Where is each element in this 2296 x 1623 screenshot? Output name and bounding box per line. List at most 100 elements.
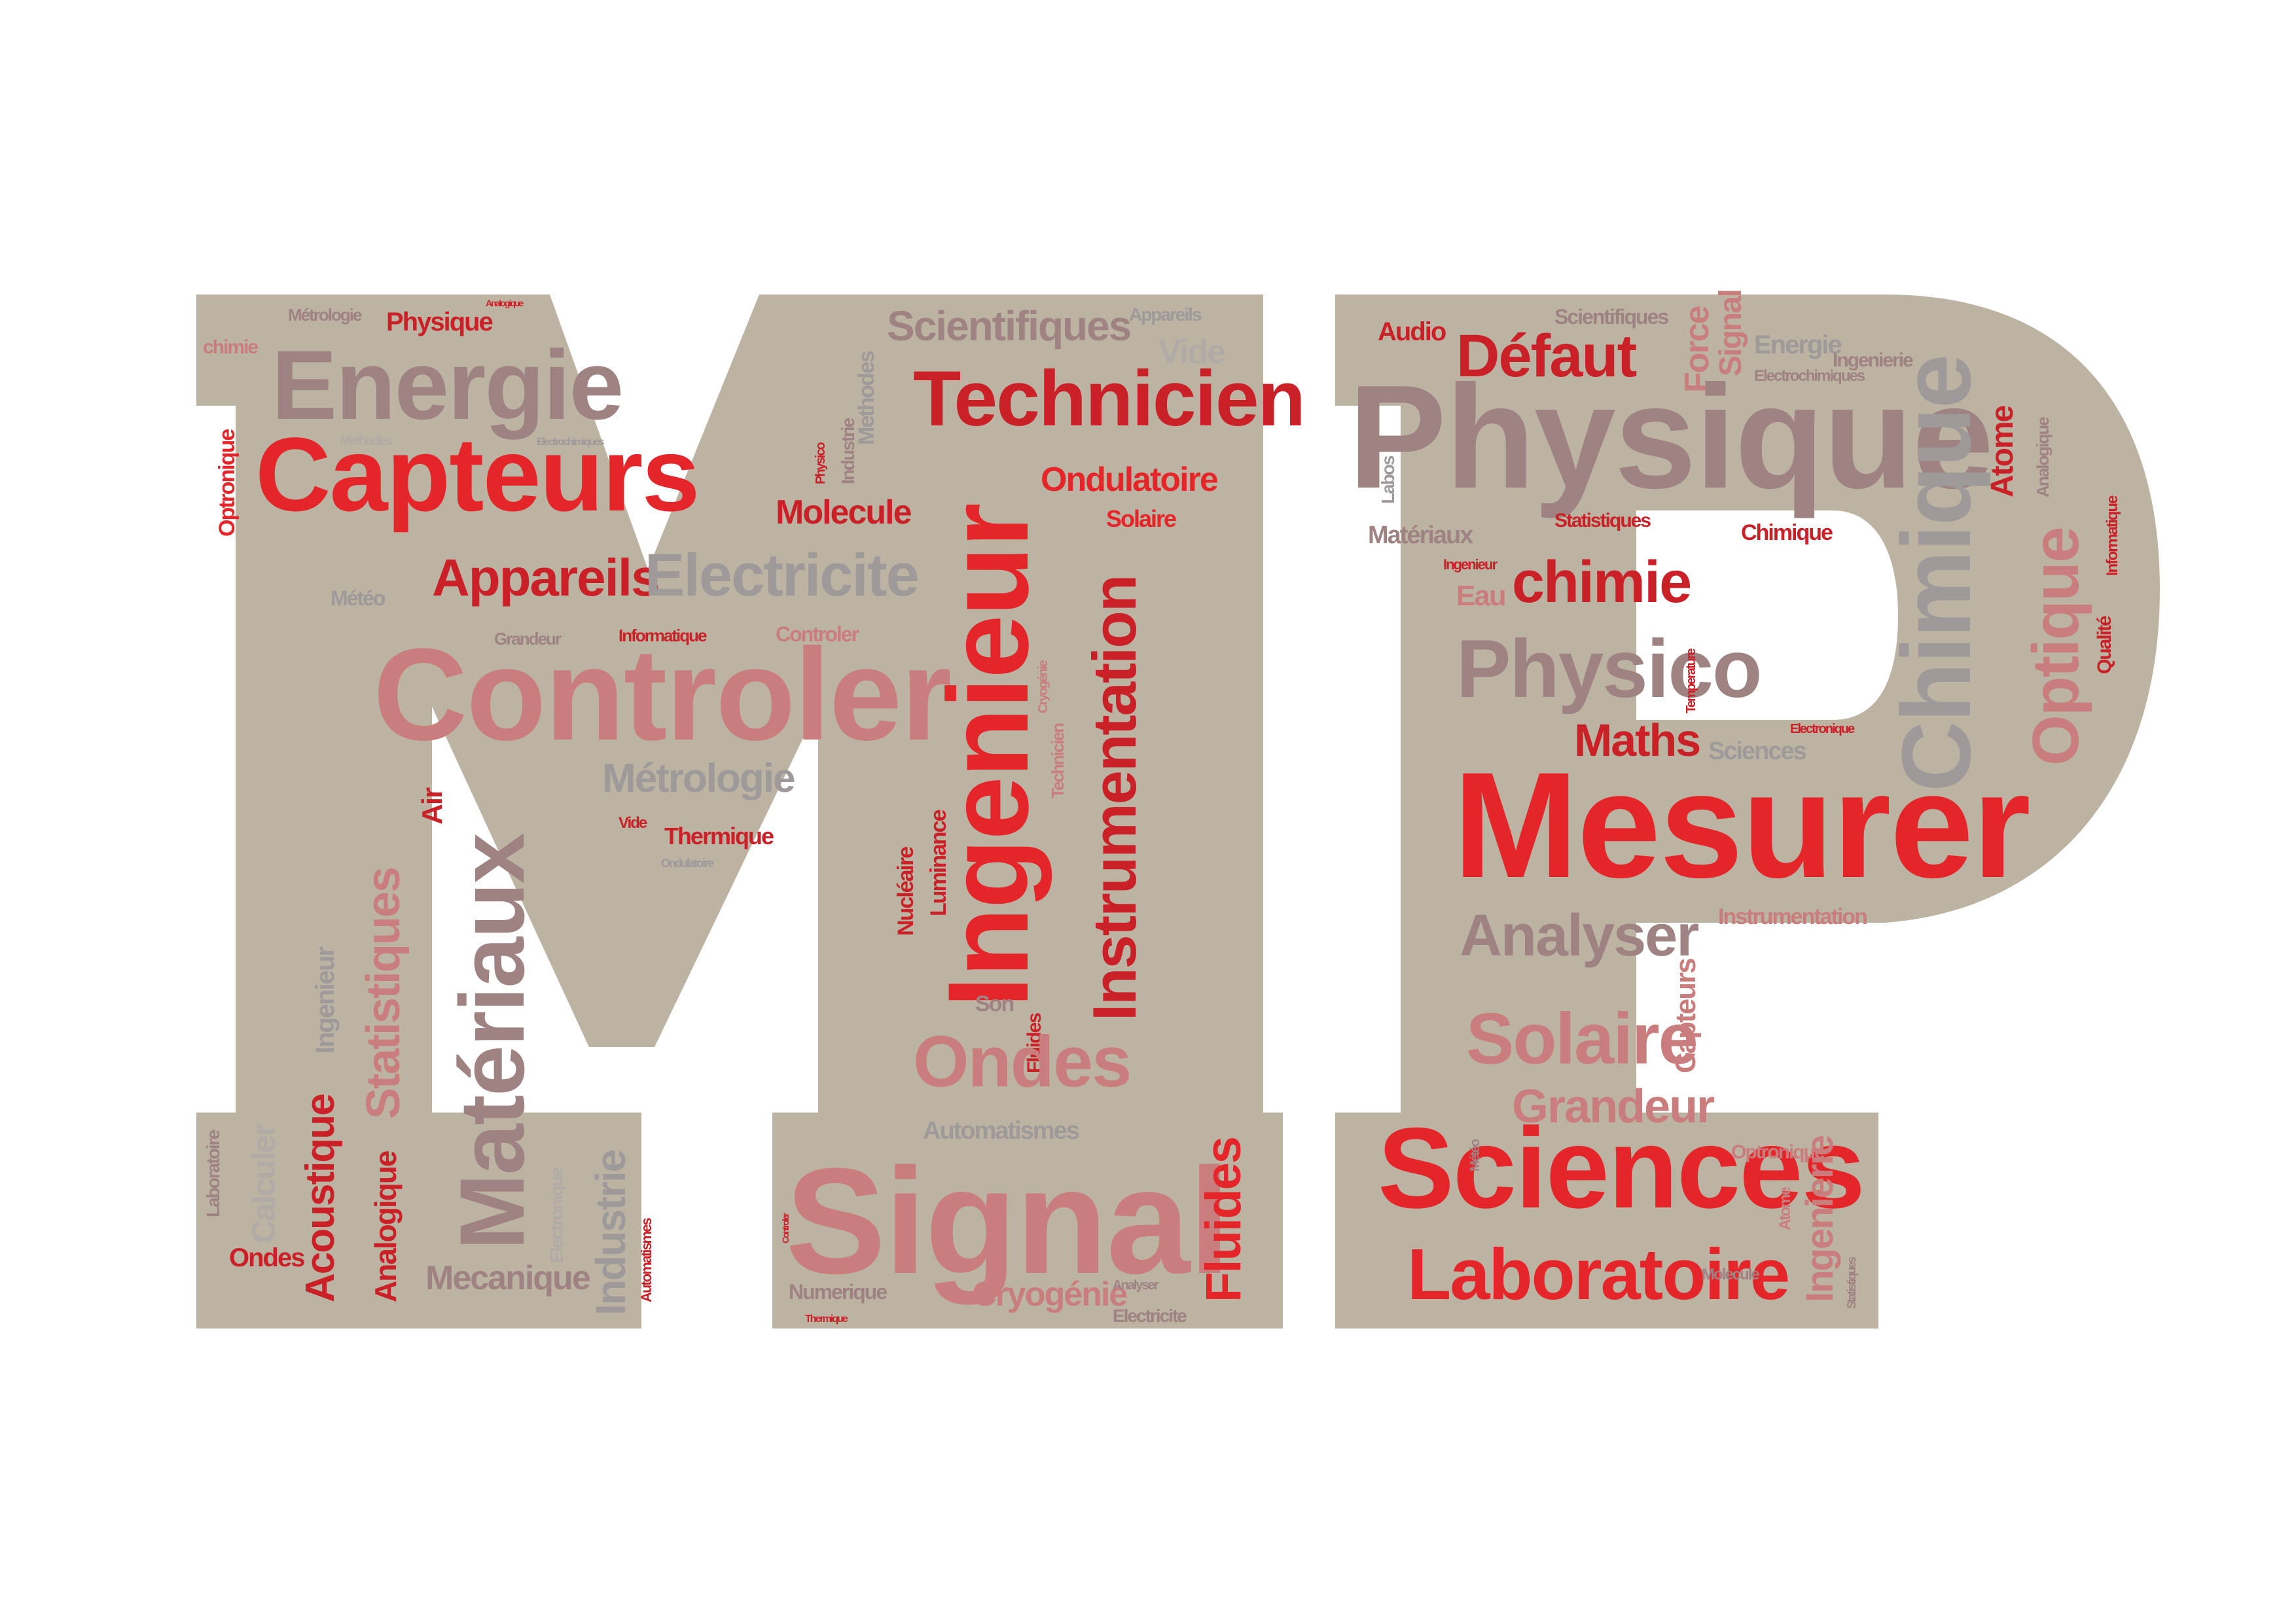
word-signal: Signal xyxy=(785,1137,1229,1305)
word-physico-p: Physico xyxy=(1456,624,1761,715)
word-vide: Vide xyxy=(619,814,647,832)
word-electricite: Electricite xyxy=(645,542,918,609)
word-molecule-p: Molecule xyxy=(1702,1266,1759,1283)
word-temperature: Temperature xyxy=(1684,648,1698,713)
word-fluides: Fluides xyxy=(1196,1137,1251,1302)
word-metrologie-mid: Métrologie xyxy=(602,756,795,801)
word-chimique-small: Chimique xyxy=(1741,520,1833,545)
word-meteo: Météo xyxy=(331,586,386,610)
word-meteo-p: Météo xyxy=(1468,1139,1482,1171)
word-methodes-t: Methodes xyxy=(854,351,879,445)
word-industrie: Industrie xyxy=(587,1150,634,1315)
word-optronique: Optronique xyxy=(215,429,240,537)
word-atome: Atome xyxy=(1985,405,2020,497)
word-solaire-p: Solaire xyxy=(1466,999,1697,1079)
word-controler: Controler xyxy=(373,622,950,768)
word-energie-p: Energie xyxy=(1754,330,1841,359)
word-son: Son xyxy=(975,991,1013,1016)
word-statistiques-v: Statistiques xyxy=(1845,1257,1858,1309)
word-technicien-v: Technicien xyxy=(1048,723,1067,798)
word-ondulatoire-t: Ondulatoire xyxy=(1041,461,1218,499)
word-statistiques-p: Statistiques xyxy=(1554,510,1651,531)
word-ondes-t: Ondes xyxy=(913,1022,1130,1102)
word-signal-p: Signal xyxy=(1713,290,1748,376)
word-physique: Physique xyxy=(386,308,493,336)
word-ondulatoire: Ondulatoire xyxy=(661,857,714,870)
word-defaut: Défaut xyxy=(1456,323,1637,389)
word-thermique: Thermique xyxy=(664,823,774,849)
word-qualite: Qualité xyxy=(2094,616,2115,674)
word-audio: Audio xyxy=(1378,317,1446,346)
word-methodes: Methodes xyxy=(340,434,392,448)
word-chimie: chimie xyxy=(203,336,258,358)
word-ingenieur-p: Ingenieur xyxy=(1443,556,1498,573)
word-energie: Energie xyxy=(272,330,622,440)
word-statistiques: Statistiques xyxy=(357,868,410,1119)
word-ingenieur-small: Ingenieur xyxy=(311,947,340,1054)
word-solaire: Solaire xyxy=(1106,505,1176,532)
letter-t-shape xyxy=(870,294,1263,1329)
word-labos: Labos xyxy=(1378,455,1398,504)
word-fluides-v: Fluides xyxy=(1024,1013,1045,1073)
word-electrochimiques: Electrochimiques xyxy=(537,437,604,448)
word-luminance: Luminance xyxy=(926,810,951,916)
word-chimique: Chimique xyxy=(1881,355,1991,792)
word-vide-t: Vide xyxy=(1158,333,1225,371)
word-acoustique: Acoustique xyxy=(298,1094,343,1302)
word-mesurer: Mesurer xyxy=(1453,741,2030,909)
word-grandeur-p: Grandeur xyxy=(1512,1080,1714,1133)
word-appareils-t: Appareils xyxy=(1129,304,1202,325)
t-letter-words: Scientifiques Appareils Technicien Vide … xyxy=(776,302,1306,1326)
word-molecule: Molecule xyxy=(776,493,912,531)
word-instrumentation: Instrumentation xyxy=(1080,576,1149,1021)
letter-p-shape xyxy=(1335,294,2160,1329)
word-industrie-t: Industrie xyxy=(838,418,858,484)
word-instrumentation-p: Instrumentation xyxy=(1718,904,1867,929)
word-analyser-t: Analyser xyxy=(1113,1278,1159,1293)
word-electricite-t: Electricite xyxy=(1113,1306,1187,1326)
word-nucleaire: Nucléaire xyxy=(893,847,918,936)
word-controler-small: Controler xyxy=(776,622,859,646)
word-analogique: Analogique xyxy=(486,298,524,308)
word-thermique-t: Thermique xyxy=(805,1313,848,1325)
word-analogique-p: Analogique xyxy=(2033,417,2053,497)
word-optique: Optique xyxy=(2019,527,2092,766)
word-ingenierie-v: Ingenierie xyxy=(1799,1135,1841,1302)
word-laboratoire-p: Laboratoire xyxy=(1407,1234,1789,1315)
word-capteurs: Capteurs xyxy=(255,416,699,533)
word-metrologie: Métrologie xyxy=(288,305,362,325)
word-mecanique: Mecanique xyxy=(425,1259,590,1297)
word-sciences-small: Sciences xyxy=(1708,738,1806,765)
word-air: Air xyxy=(416,787,448,825)
word-ondes: Ondes xyxy=(229,1243,304,1272)
p-letter-words: Audio Scientifiques Défaut Force Signal … xyxy=(1348,290,2121,1315)
word-automatismes-v: Automatismes xyxy=(638,1218,655,1302)
word-informatique-h: Informatique xyxy=(619,626,707,645)
word-electronique-p: Electronique xyxy=(1790,722,1855,736)
word-maths: Maths xyxy=(1574,715,1700,766)
word-physique-p: Physique xyxy=(1348,354,1992,519)
m-letter-words: Métrologie Physique Analogique chimie En… xyxy=(203,298,952,1315)
word-electronique: Electronique xyxy=(547,1167,567,1263)
word-atome-v: Atome xyxy=(1776,1187,1794,1230)
word-sciences: Sciences xyxy=(1378,1105,1864,1232)
word-physico-t: Physico xyxy=(814,442,828,484)
word-materiaux-p: Matériaux xyxy=(1368,522,1473,549)
word-ingenierie-p: Ingenierie xyxy=(1833,349,1913,371)
word-technicien: Technicien xyxy=(913,355,1304,442)
word-chimie-p: chimie xyxy=(1512,550,1691,615)
word-appareils: Appareils xyxy=(432,548,659,607)
word-controler-t: Controler xyxy=(780,1212,791,1243)
word-analyser: Analyser xyxy=(1460,903,1698,969)
word-electrochimiques-p: Electrochimiques xyxy=(1754,367,1865,385)
word-cryogenie-v: Cryogénie xyxy=(1036,660,1050,713)
word-grandeur: Grandeur xyxy=(494,629,562,649)
word-materiaux: Matériaux xyxy=(440,833,543,1250)
word-scientifiques: Scientifiques xyxy=(887,302,1130,349)
word-laboratoire: Laboratoire xyxy=(203,1130,223,1217)
word-cryogenie: Cryogénie xyxy=(972,1275,1127,1313)
word-numerique: Numerique xyxy=(789,1280,887,1304)
word-analogique-m: Analogique xyxy=(368,1150,403,1302)
